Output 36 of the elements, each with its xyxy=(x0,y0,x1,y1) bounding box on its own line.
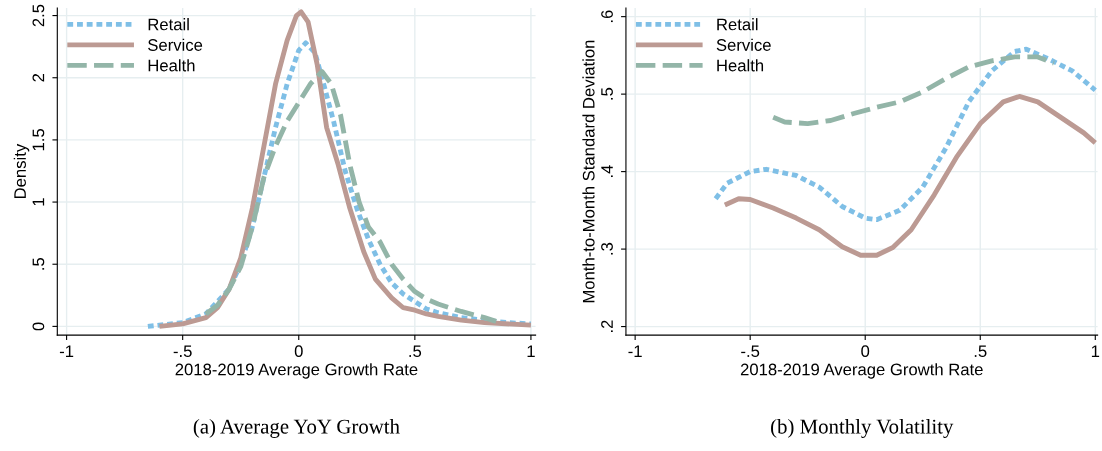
legend-label: Service xyxy=(148,38,203,51)
text: (a) Average YoY Growth xyxy=(193,418,400,438)
x-tick-label: 1 xyxy=(1091,345,1100,357)
x-tick-label: 0 xyxy=(861,345,870,358)
y-tick-label: 2 xyxy=(32,73,45,82)
y-axis-title: Density xyxy=(13,143,30,199)
x-tick-label: -1 xyxy=(628,345,642,357)
text: (b) Monthly Volatility xyxy=(771,418,954,438)
x-axis-title: 2018-2019 Average Growth Rate xyxy=(740,363,983,379)
legend-label: Service xyxy=(716,38,771,51)
x-tick-label: -1 xyxy=(59,345,74,357)
x-tick-label: .5 xyxy=(409,345,422,358)
y-tick-label: .4 xyxy=(601,165,613,178)
y-tick-label: 1 xyxy=(32,198,45,206)
y-tick-label: 0 xyxy=(32,322,45,331)
y-tick-label: .5 xyxy=(32,257,45,270)
legend-label: Health xyxy=(148,59,195,72)
y-tick-label: .5 xyxy=(601,87,613,100)
x-axis-title: 2018-2019 Average Growth Rate xyxy=(175,363,418,379)
line-series xyxy=(722,94,1098,258)
line-series xyxy=(203,69,499,324)
legend-label: Health xyxy=(717,59,764,72)
y-tick-label: 2.5 xyxy=(32,4,45,27)
x-tick-label: 0 xyxy=(294,345,303,358)
legend-label: Retail xyxy=(717,18,758,31)
y-axis-title: Month-to-Month Standard Deviation xyxy=(582,40,595,303)
y-tick-label: 1.5 xyxy=(32,129,45,151)
line-series xyxy=(770,54,1057,126)
x-tick-label: -.5 xyxy=(173,345,192,358)
y-tick-label: .3 xyxy=(601,242,613,255)
x-tick-label: 1 xyxy=(527,345,535,357)
y-tick-label: .6 xyxy=(601,10,613,23)
x-tick-label: .5 xyxy=(974,345,987,358)
x-tick-label: -.5 xyxy=(741,345,760,358)
legend-label: Retail xyxy=(148,18,189,31)
y-tick-label: .2 xyxy=(601,320,613,332)
